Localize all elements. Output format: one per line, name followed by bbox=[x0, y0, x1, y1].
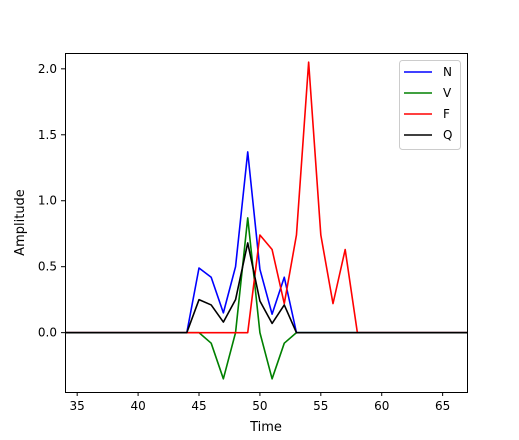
legend-label-q: Q bbox=[443, 128, 452, 142]
legend-label-f: F bbox=[443, 107, 450, 121]
y-tick-label: 0.0 bbox=[38, 326, 57, 340]
x-tick-label: 35 bbox=[70, 399, 85, 413]
y-axis-ticks: 0.0 0.5 1.0 1.5 2.0 bbox=[38, 62, 65, 340]
y-tick-label: 1.0 bbox=[38, 194, 57, 208]
y-axis-label: Amplitude bbox=[13, 189, 28, 256]
y-tick-label: 2.0 bbox=[38, 62, 57, 76]
legend-label-n: N bbox=[443, 65, 452, 79]
x-axis-label: Time bbox=[249, 420, 282, 435]
x-tick-label: 55 bbox=[313, 399, 328, 413]
x-axis-ticks: 35 40 45 50 55 60 65 bbox=[70, 392, 450, 413]
x-tick-label: 40 bbox=[130, 399, 145, 413]
series-layer bbox=[65, 61, 467, 380]
legend-label-v: V bbox=[443, 86, 452, 100]
series-line-q bbox=[65, 242, 467, 334]
y-tick-label: 0.5 bbox=[38, 260, 57, 274]
x-tick-label: 60 bbox=[374, 399, 389, 413]
x-tick-label: 65 bbox=[435, 399, 450, 413]
y-tick-label: 1.5 bbox=[38, 128, 57, 142]
x-tick-label: 45 bbox=[191, 399, 206, 413]
legend-box bbox=[399, 60, 461, 150]
x-tick-label: 50 bbox=[252, 399, 267, 413]
plot-area-frame bbox=[65, 53, 468, 393]
